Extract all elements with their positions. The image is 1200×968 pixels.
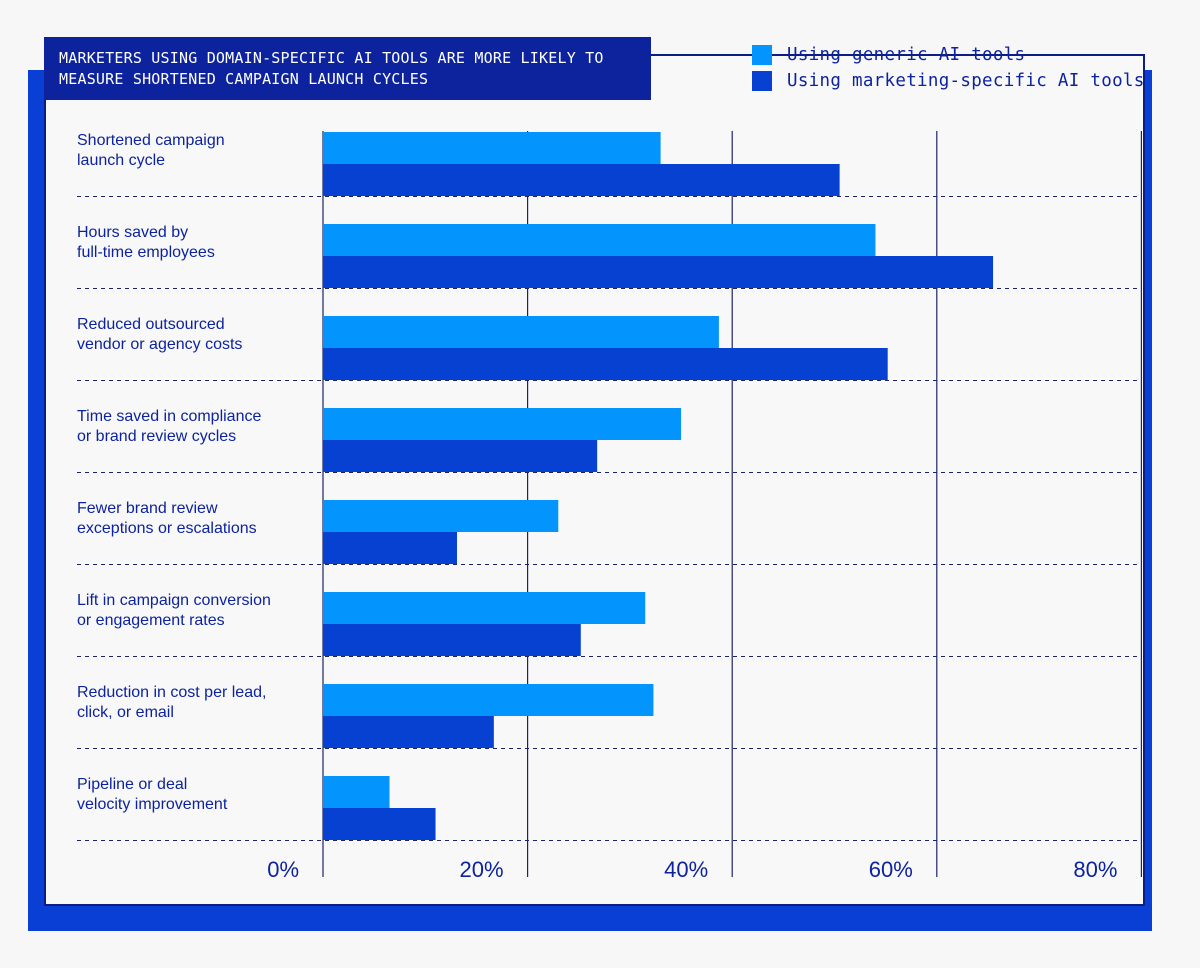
bar-marketing-2: [323, 348, 888, 380]
bar-marketing-0: [323, 164, 840, 196]
x-tick-label-4: 80%: [1073, 857, 1117, 882]
category-label-line: or engagement rates: [77, 612, 225, 629]
category-label-line: Pipeline or deal: [77, 776, 187, 793]
x-tick-label-2: 40%: [664, 857, 708, 882]
chart-title: Marketers using domain-specific AI tools…: [44, 37, 651, 100]
bar-generic-7: [323, 776, 390, 808]
bar-marketing-7: [323, 808, 436, 840]
legend-label-generic: Using generic AI tools: [787, 45, 1026, 65]
category-label-2: Reduced outsourced vendor or agency costs: [77, 316, 242, 353]
category-label-line: full-time employees: [77, 244, 215, 261]
bar-generic-2: [323, 316, 719, 348]
category-label-line: Shortened campaign: [77, 132, 225, 149]
category-label-line: or brand review cycles: [77, 428, 236, 445]
bar-marketing-6: [323, 716, 494, 748]
category-label-4: Fewer brand review exceptions or escalati…: [77, 500, 257, 537]
category-label-line: Reduced outsourced: [77, 316, 225, 333]
legend-swatch-marketing: [752, 71, 772, 91]
category-label-line: vendor or agency costs: [77, 336, 242, 353]
category-label-7: Pipeline or deal velocity improvement: [77, 776, 228, 813]
category-label-line: Reduction in cost per lead,: [77, 684, 266, 701]
category-label-line: Fewer brand review: [77, 500, 218, 517]
category-label-3: Time saved in compliance or brand review …: [77, 408, 261, 445]
bar-generic-5: [323, 592, 646, 624]
legend-item-marketing: Using marketing-specific AI tools: [752, 68, 1145, 94]
bar-marketing-5: [323, 624, 581, 656]
category-label-line: click, or email: [77, 704, 174, 721]
legend-swatch-generic: [752, 45, 772, 65]
category-label-1: Hours saved by full-time employees: [77, 224, 215, 261]
x-tick-label-1: 20%: [460, 857, 504, 882]
category-label-6: Reduction in cost per lead, click, or ema…: [77, 684, 266, 721]
category-label-line: launch cycle: [77, 152, 165, 169]
category-label-line: velocity improvement: [77, 796, 228, 813]
bar-generic-3: [323, 408, 682, 440]
bar-marketing-1: [323, 256, 994, 288]
bar-generic-4: [323, 500, 559, 532]
x-tick-label-0: 0%: [267, 857, 299, 882]
bar-generic-0: [323, 132, 661, 164]
x-tick-label-3: 60%: [869, 857, 913, 882]
bar-marketing-4: [323, 532, 458, 564]
category-label-line: Hours saved by: [77, 224, 188, 241]
category-label-line: Time saved in compliance: [77, 408, 261, 425]
legend-item-generic: Using generic AI tools: [752, 42, 1145, 68]
category-label-5: Lift in campaign conversion or engagement…: [77, 592, 271, 629]
bar-generic-6: [323, 684, 654, 716]
legend: Using generic AI tools Using marketing-s…: [752, 42, 1145, 94]
legend-label-marketing: Using marketing-specific AI tools: [787, 71, 1145, 91]
category-label-line: Lift in campaign conversion: [77, 592, 271, 609]
bar-marketing-3: [323, 440, 598, 472]
category-label-line: exceptions or escalations: [77, 520, 257, 537]
bar-generic-1: [323, 224, 876, 256]
category-label-0: Shortened campaign launch cycle: [77, 132, 225, 169]
